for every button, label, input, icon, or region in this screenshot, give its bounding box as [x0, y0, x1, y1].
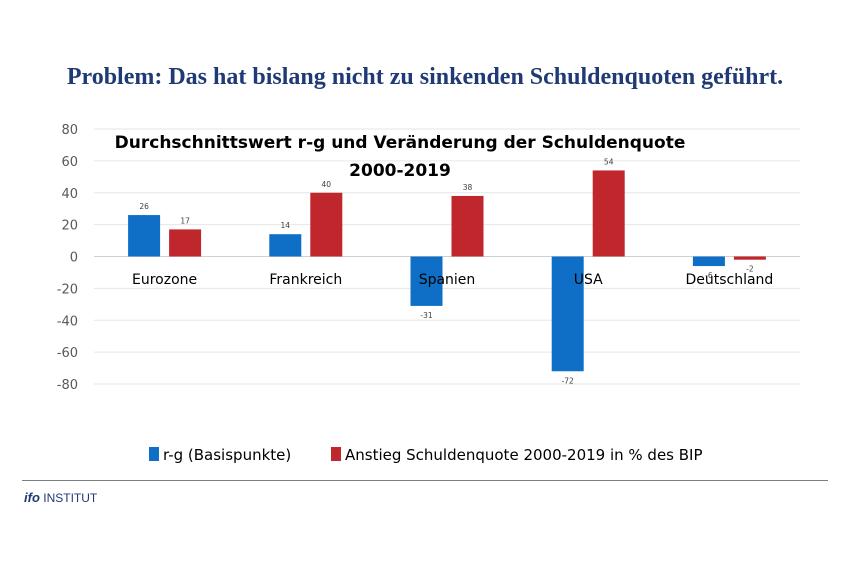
- bar-schuldenquote: [169, 229, 202, 257]
- bar-schuldenquote: [451, 195, 484, 257]
- data-label: 26: [139, 202, 149, 211]
- chart-title-line1: Durchschnittswert r-g und Veränderung de…: [115, 133, 686, 153]
- legend-label: Anstieg Schuldenquote 2000-2019 in % des…: [345, 446, 703, 464]
- y-tick-label: 40: [61, 187, 78, 202]
- bar-schuldenquote: [310, 192, 343, 257]
- bar-r-g: [551, 256, 584, 372]
- slide-title: Problem: Das hat bislang nicht zu sinken…: [66, 64, 784, 90]
- data-label: -2: [746, 265, 754, 274]
- bar-schuldenquote: [592, 170, 625, 257]
- y-tick-label: 80: [61, 123, 78, 138]
- bar-r-g: [269, 234, 302, 257]
- bar-r-g: [128, 215, 161, 257]
- data-label: -72: [562, 376, 574, 385]
- ifo-institut-logo: ifo INSTITUT: [24, 490, 97, 505]
- legend-label: r-g (Basispunkte): [163, 446, 291, 464]
- debt-ratio-bar-chart: 80 60 40 20 0 -20 -40 -60 -80 26 17 14 40 -31 38 -72 54…: [57, 123, 800, 464]
- chart-title-line2: 2000-2019: [349, 161, 451, 181]
- y-tick-label: -80: [57, 378, 78, 393]
- bar-r-g: [692, 256, 725, 267]
- y-tick-label: 60: [61, 155, 78, 170]
- bar-r-g: [410, 256, 443, 306]
- data-label: 40: [322, 180, 332, 189]
- data-label: -6: [705, 271, 713, 280]
- legend-swatch: [331, 447, 341, 461]
- data-label: 38: [463, 183, 473, 192]
- data-label: 14: [281, 221, 291, 230]
- category-label: USA: [574, 272, 603, 288]
- data-label: 17: [180, 216, 190, 225]
- logo-suffix: INSTITUT: [43, 491, 98, 505]
- data-label: 54: [604, 157, 614, 166]
- y-tick-label: 20: [61, 219, 78, 234]
- footer-divider: [22, 480, 828, 481]
- logo-brand: ifo: [24, 490, 40, 505]
- bars: [128, 170, 766, 372]
- y-tick-label: 0: [70, 251, 78, 266]
- y-tick-label: -60: [57, 346, 78, 361]
- y-tick-label: -40: [57, 314, 78, 329]
- y-axis-ticks: 80 60 40 20 0 -20 -40 -60 -80: [57, 123, 78, 393]
- category-label: Spanien: [419, 272, 476, 288]
- y-tick-label: -20: [57, 282, 78, 297]
- data-label: -31: [420, 311, 432, 320]
- category-label: Eurozone: [132, 272, 197, 288]
- bar-schuldenquote: [733, 256, 766, 260]
- legend-swatch: [149, 447, 159, 461]
- data-labels: 26 17 14 40 -31 38 -72 54 -6 -2: [139, 157, 754, 385]
- category-label: Frankreich: [269, 272, 342, 288]
- category-label: Deutschland: [685, 272, 773, 288]
- category-labels: Eurozone Frankreich Spanien USA Deutschland: [132, 272, 773, 288]
- gridlines: [94, 128, 800, 385]
- legend: r-g (Basispunkte) Anstieg Schuldenquote 2…: [149, 446, 703, 464]
